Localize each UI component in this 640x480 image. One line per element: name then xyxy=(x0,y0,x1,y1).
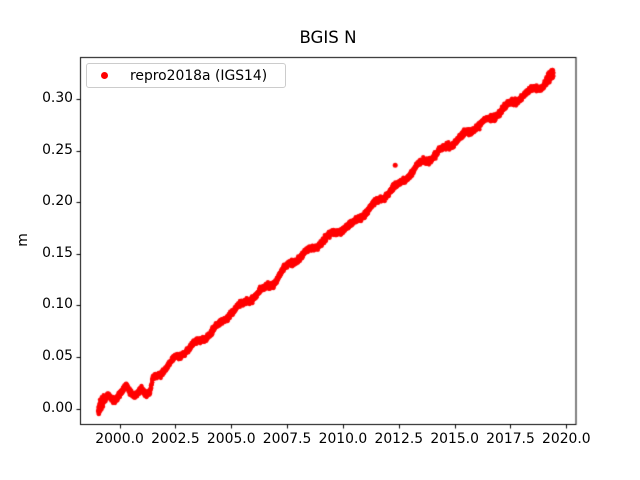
x-tick-label: 2015.0 xyxy=(430,431,479,447)
x-tick-label: 2000.0 xyxy=(95,431,144,447)
legend: repro2018a (IGS14) xyxy=(86,63,287,88)
x-tick-label: 2010.0 xyxy=(318,431,368,447)
legend-dot-icon xyxy=(101,72,108,79)
x-tick-label: 2020.0 xyxy=(542,431,591,447)
y-tick-label: 0.00 xyxy=(42,399,73,416)
x-tick-label: 2002.5 xyxy=(151,431,200,447)
legend-label: repro2018a (IGS14) xyxy=(130,67,268,84)
y-axis-label: m xyxy=(14,233,31,247)
y-tick-label: 0.15 xyxy=(42,244,73,261)
y-tick-label: 0.05 xyxy=(42,347,73,364)
x-tick-label: 2007.5 xyxy=(262,431,312,447)
chart-title: BGIS N xyxy=(299,28,357,47)
y-tick-label: 0.10 xyxy=(42,296,73,313)
y-tick-label: 0.30 xyxy=(42,90,73,107)
x-tick-label: 2012.5 xyxy=(374,431,424,447)
x-tick-label: 2017.5 xyxy=(486,431,535,447)
x-tick-label: 2005.0 xyxy=(206,431,256,447)
y-tick-label: 0.20 xyxy=(42,193,73,210)
y-tick-label: 0.25 xyxy=(42,141,73,158)
